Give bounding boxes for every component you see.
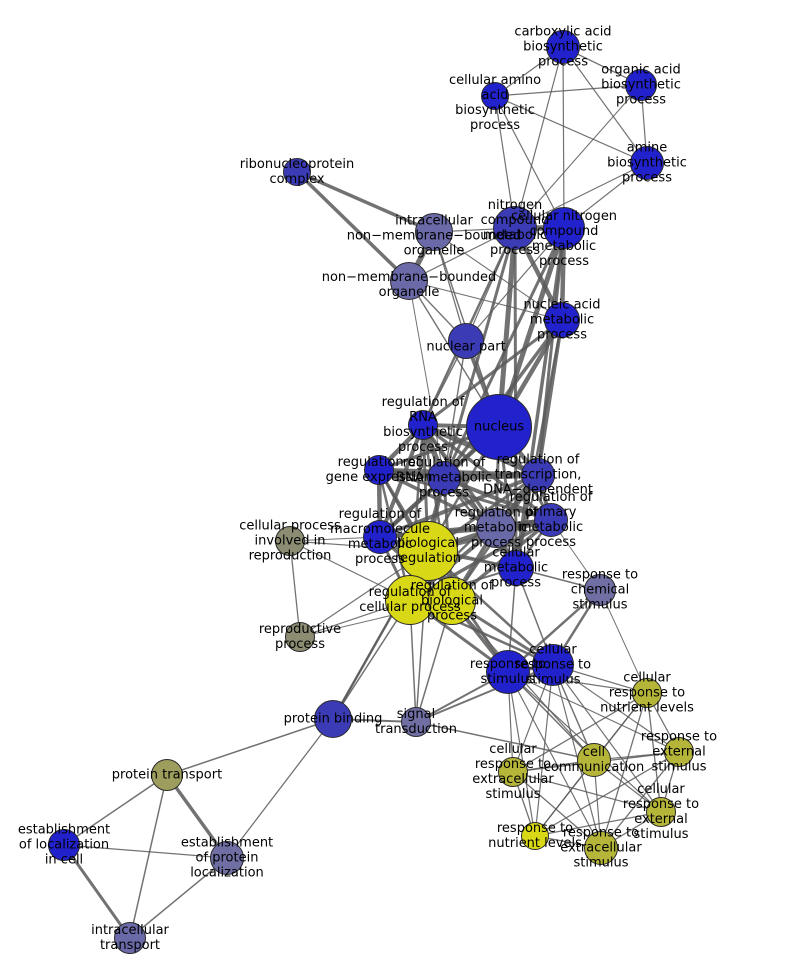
graph-node-organic-acid-biosynthetic-process[interactable] xyxy=(625,69,657,101)
graph-node-reproductive-process[interactable] xyxy=(285,622,315,652)
graph-node-intracellular-transport[interactable] xyxy=(114,922,146,954)
graph-node-response-to-stimulus[interactable] xyxy=(486,650,530,694)
graph-node-cellular-response-to-stimulus[interactable] xyxy=(532,644,574,686)
graph-node-regulation-of-primary-metabolic-process[interactable] xyxy=(534,503,568,537)
graph-node-nucleic-acid-metabolic-process[interactable] xyxy=(544,302,580,338)
graph-node-regulation-of-macromolecule-metabolic-process[interactable] xyxy=(363,520,397,554)
graph-node-response-to-nutrient-levels[interactable] xyxy=(521,822,549,850)
graph-node-biological-regulation[interactable] xyxy=(398,521,458,581)
graph-node-cellular-amino-acid-biosynthetic-process[interactable] xyxy=(481,82,509,110)
graph-node-response-to-extracellular-stimulus[interactable] xyxy=(584,831,618,865)
graph-node-response-to-external-stimulus[interactable] xyxy=(664,737,694,767)
graph-node-regulation-of-metabolic-process[interactable] xyxy=(476,508,516,548)
graph-node-cellular-response-to-extracellular-stimulus[interactable] xyxy=(498,757,528,787)
graph-node-non-membrane-bounded-organelle[interactable] xyxy=(390,262,428,300)
graph-node-amine-biosynthetic-process[interactable] xyxy=(630,146,664,180)
graph-node-regulation-of-biological-process[interactable] xyxy=(428,577,476,625)
graph-node-establishment-of-localization-in-cell[interactable] xyxy=(48,829,80,861)
graph-node-carboxylic-acid-biosynthetic-process[interactable] xyxy=(546,30,580,64)
graph-node-regulation-of-transcription-dna-dependent[interactable] xyxy=(521,458,555,492)
graph-node-cellular-response-to-nutrient-levels[interactable] xyxy=(632,678,662,708)
graph-node-response-to-chemical-stimulus[interactable] xyxy=(584,574,616,606)
graph-node-nitrogen-compound-metabolic-process[interactable] xyxy=(493,206,537,250)
graph-node-protein-binding[interactable] xyxy=(314,700,352,738)
graph-node-cellular-response-to-external-stimulus[interactable] xyxy=(646,797,676,827)
graph-node-protein-transport[interactable] xyxy=(151,759,183,791)
graph-node-establishment-of-protein-localization[interactable] xyxy=(210,841,244,875)
graph-node-regulation-of-rna-biosynthetic-process[interactable] xyxy=(408,410,438,440)
graph-node-regulation-of-rna-metabolic-process[interactable] xyxy=(427,461,461,495)
graph-node-nucleus[interactable] xyxy=(466,394,532,460)
graph-node-nuclear-part[interactable] xyxy=(448,323,484,359)
graph-node-cellular-nitrogen-compound-metabolic-process[interactable] xyxy=(543,207,585,249)
graph-node-cell-communication[interactable] xyxy=(577,743,611,777)
graph-node-intracellular-non-membrane-bounded-organelle[interactable] xyxy=(415,213,453,251)
graph-node-cellular-metabolic-process[interactable] xyxy=(498,550,534,586)
graph-node-signal-transduction[interactable] xyxy=(401,707,431,737)
graph-node-cellular-process-involved-in-reproduction[interactable] xyxy=(275,526,305,556)
graph-node-regulation-of-gene-expression[interactable] xyxy=(364,455,394,485)
graph-node-ribonucleoprotein-complex[interactable] xyxy=(283,158,311,186)
